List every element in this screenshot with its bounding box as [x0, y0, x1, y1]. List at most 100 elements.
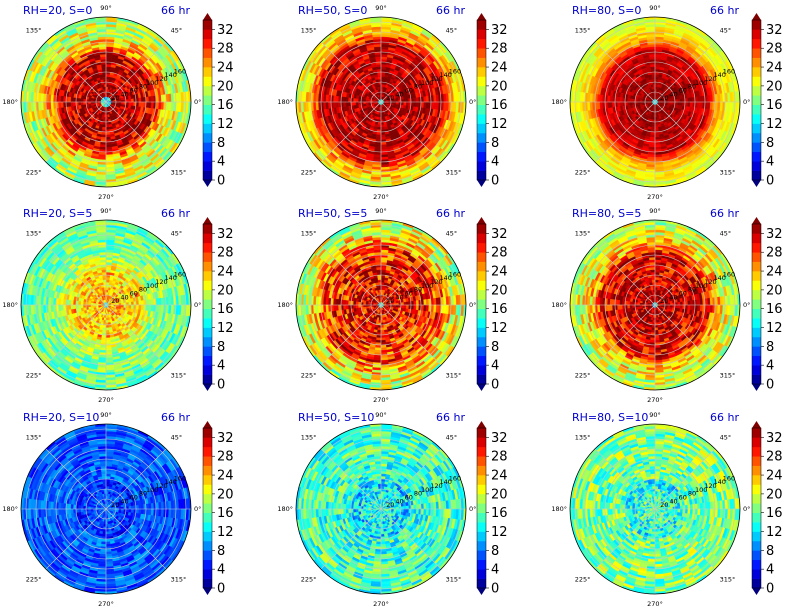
field-cell — [651, 124, 656, 128]
field-cell — [363, 99, 367, 103]
colorbar-tick-label: 20 — [217, 79, 234, 94]
angle-label: 225° — [26, 169, 42, 177]
colorbar-segment — [203, 151, 212, 162]
colorbar-segment — [477, 67, 486, 77]
radial-tick-label: 20 — [111, 94, 119, 102]
colorbar-tick-label: 8 — [217, 136, 225, 151]
angle-label: 270° — [373, 193, 389, 201]
colorbar-segment — [203, 123, 212, 134]
panel-time-label: 66 hr — [436, 4, 465, 17]
colorbar-segment — [477, 170, 486, 181]
colorbar-segment — [203, 76, 212, 87]
radial-tick-label: 80 — [139, 83, 147, 91]
field-cell — [103, 116, 107, 120]
field-cell — [80, 98, 84, 103]
field-cell — [654, 76, 659, 80]
colorbar-segment — [477, 57, 486, 68]
colorbar-segment — [477, 161, 486, 171]
panel-title: RH=50, S=0 — [298, 4, 367, 17]
field-cell — [403, 98, 407, 103]
field-cell — [120, 101, 124, 105]
radial-tick-label: 140 — [164, 71, 176, 79]
colorbar-tick-label: 16 — [491, 98, 508, 113]
colorbar-segment — [203, 104, 212, 115]
field-cell — [88, 99, 92, 103]
colorbar-segment — [477, 132, 486, 143]
colorbar-segment — [477, 114, 486, 124]
colorbar-tick-label: 0 — [491, 174, 499, 189]
field-cell — [128, 98, 132, 103]
angle-label: 0° — [469, 98, 476, 106]
colorbar-tick-label: 12 — [217, 117, 234, 132]
angle-label: 90° — [375, 4, 387, 12]
colorbar-segment — [203, 132, 212, 143]
field-cell — [105, 76, 110, 80]
field-cell — [128, 101, 132, 106]
radial-tick-label: 160 — [174, 67, 186, 75]
field-cell — [378, 116, 382, 120]
radial-tick-label: 20 — [386, 94, 394, 102]
polar-frame — [20, 16, 192, 188]
colorbar-segment — [203, 67, 212, 77]
grid-spoke — [45, 101, 107, 163]
colorbar-tick-label: 4 — [491, 155, 499, 170]
angle-label: 45° — [171, 26, 183, 34]
field-cell — [629, 101, 633, 106]
field-cell — [355, 98, 359, 103]
colorbar-tick-label: 16 — [217, 98, 234, 113]
colorbar-segment — [203, 114, 212, 124]
grid-spoke — [105, 41, 167, 103]
field-cell — [105, 84, 109, 88]
colorbar-segment — [477, 123, 486, 134]
colorbar-extend-max — [203, 13, 212, 20]
colorbar-frame — [202, 19, 213, 181]
angle-label: 270° — [98, 193, 114, 201]
panel-2: 20 40 60 8010012014016090°45°0°315°270°225°… — [277, 4, 507, 201]
panel-3: 20 40 60 8010012014016090°45°0°315°270°225°… — [551, 4, 782, 201]
colorbar-segment — [203, 57, 212, 68]
field-cell — [355, 101, 359, 106]
panel-time-label: 66 hr — [161, 4, 190, 17]
field-cell — [654, 84, 658, 88]
colorbar-segment — [203, 48, 212, 58]
colorbar-tick-label: 20 — [491, 79, 508, 94]
field-cell — [652, 116, 656, 120]
field-cell — [395, 101, 399, 105]
radial-tick-label: 60 — [130, 87, 138, 95]
colorbar-segment — [477, 20, 486, 30]
radial-tick-label: 160 — [449, 67, 461, 75]
angle-label: 135° — [301, 26, 317, 34]
polar-grid — [296, 17, 466, 187]
colorbar-tick-label: 8 — [491, 136, 499, 151]
polar-grid — [21, 17, 191, 187]
field-cell — [80, 101, 84, 106]
angle-label: 315° — [171, 169, 187, 177]
angle-label: 180° — [277, 98, 293, 106]
colorbar-segment — [203, 142, 212, 153]
angle-label: 315° — [446, 169, 462, 177]
field-cell — [403, 101, 407, 106]
field-cell — [102, 124, 107, 128]
colorbar-tick-label: 28 — [217, 42, 234, 57]
angle-label: 180° — [2, 98, 18, 106]
colorbar-segment — [477, 76, 486, 87]
colorbar-tick-label: 4 — [217, 155, 225, 170]
colorbar-segment — [477, 29, 486, 40]
colorbar-segment — [477, 142, 486, 153]
colorbar-segment — [203, 170, 212, 181]
colorbar-tick-label: 24 — [217, 61, 234, 76]
colorbar-tick-label: 28 — [491, 42, 508, 57]
colorbar-segment — [477, 95, 486, 106]
radial-tick-label: 100 — [146, 79, 158, 87]
panel-1: 20 40 60 8010012014016090°45°0°315°270°225°… — [2, 4, 233, 201]
field-cell — [651, 76, 656, 80]
field-cell — [377, 124, 382, 128]
field-cell — [105, 124, 110, 128]
colorbar-extend-max — [477, 13, 486, 20]
angle-label: 90° — [100, 4, 112, 12]
angle-label: 45° — [446, 26, 458, 34]
colorbar-segment — [477, 85, 486, 96]
